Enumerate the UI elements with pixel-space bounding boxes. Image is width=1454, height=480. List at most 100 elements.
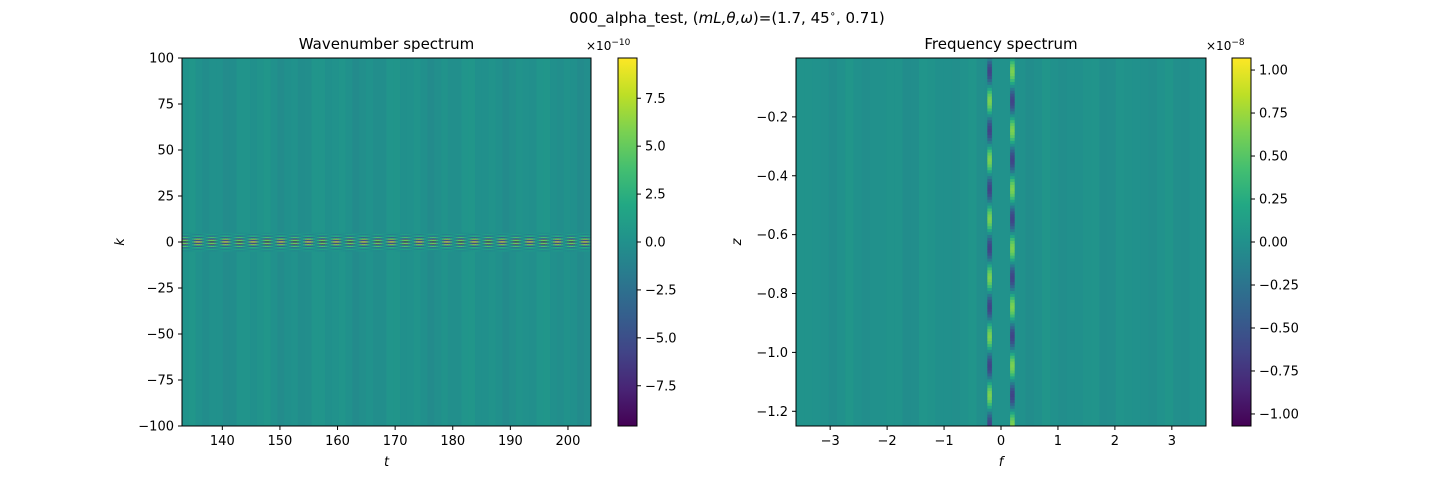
- wavenumber-band-cell: [436, 248, 439, 250]
- wavenumber-band-cell: [389, 241, 393, 243]
- wavenumber-band-cell: [411, 242, 415, 245]
- wavenumber-band-cell: [579, 237, 582, 239]
- frequency-line-cell: [987, 349, 992, 353]
- wavenumber-band-cell: [288, 239, 292, 241]
- wavenumber-band-cell: [323, 240, 326, 242]
- wavenumber-band-cell: [383, 235, 387, 237]
- wavenumber-band-cell: [496, 242, 499, 244]
- wavenumber-band-cell: [272, 249, 276, 251]
- wavenumber-band-cell: [218, 234, 221, 236]
- wavenumber-band-cell: [280, 242, 284, 244]
- wavenumber-band-cell: [460, 240, 463, 242]
- wavenumber-band-cell: [190, 238, 193, 240]
- wavenumber-band-cell: [466, 240, 469, 242]
- wavenumber-band-cell: [446, 233, 449, 236]
- frequency-line-cell: [987, 378, 992, 383]
- frequency-colorbar-exponent: ×10−8: [1206, 38, 1245, 53]
- wavenumber-band-cell: [484, 240, 487, 242]
- wavenumber-band-cell: [194, 247, 197, 249]
- wavenumber-band-cell: [282, 242, 286, 244]
- wavenumber-band-cell: [311, 235, 314, 237]
- wavenumber-band-cell: [542, 243, 546, 246]
- wavenumber-band-cell: [274, 242, 278, 244]
- wavenumber-band-cell: [309, 248, 312, 250]
- wavenumber-band-cell: [290, 242, 294, 244]
- wavenumber-band-cell: [438, 243, 441, 246]
- wavenumber-band-cell: [383, 239, 387, 241]
- wavenumber-band-cell: [190, 241, 193, 243]
- frequency-line-cell: [1010, 264, 1015, 268]
- wavenumber-band-cell: [448, 238, 451, 240]
- wavenumber-band-cell: [349, 249, 352, 251]
- wavenumber-band-cell: [460, 237, 463, 239]
- wavenumber-band-cell: [583, 246, 586, 248]
- wavenumber-band-cell: [573, 234, 576, 236]
- wavenumber-band-cell: [540, 244, 544, 247]
- wavenumber-band-cell: [228, 245, 231, 247]
- wavenumber-band-cell: [554, 239, 558, 241]
- wavenumber-band-cell: [500, 237, 503, 239]
- wavenumber-band-cell: [335, 249, 338, 251]
- wavenumber-band-cell: [238, 237, 241, 239]
- wavenumber-band-cell: [438, 232, 441, 235]
- wavenumber-band-cell: [234, 242, 237, 244]
- wavenumber-band-cell: [325, 238, 328, 240]
- wavenumber-band-cell: [470, 243, 473, 246]
- wavenumber-band-cell: [194, 248, 197, 250]
- wavenumber-band-cell: [371, 241, 374, 243]
- wavenumber-band-cell: [224, 242, 227, 245]
- wavenumber-band-cell: [292, 237, 296, 239]
- wavenumber-band-cell: [254, 245, 257, 247]
- wavenumber-band-cell: [554, 237, 558, 239]
- wavenumber-band-cell: [313, 241, 316, 243]
- wavenumber-band-cell: [462, 241, 465, 243]
- wavenumber-band-cell: [307, 235, 310, 237]
- wavenumber-band-cell: [504, 235, 508, 237]
- wavenumber-band-cell: [421, 235, 425, 237]
- wavenumber-band-cell: [496, 234, 499, 236]
- wavenumber-band-cell: [478, 240, 481, 242]
- wavenumber-band-cell: [216, 233, 219, 236]
- wavenumber-band-cell: [391, 242, 395, 245]
- wavenumber-band-cell: [436, 236, 439, 238]
- wavenumber-band-cell: [266, 237, 270, 239]
- wavenumber-band-cell: [321, 243, 324, 246]
- wavenumber-band-cell: [561, 238, 564, 240]
- wavenumber-band-cell: [546, 234, 550, 236]
- wavenumber-band-cell: [468, 245, 471, 247]
- wavenumber-band-cell: [561, 232, 564, 235]
- wavenumber-band-cell: [550, 241, 554, 243]
- wavenumber-band-cell: [228, 236, 231, 238]
- wavenumber-band-cell: [242, 232, 245, 235]
- wavenumber-xtick-label: 190: [498, 434, 523, 449]
- wavenumber-band-cell: [248, 236, 251, 238]
- wavenumber-band-cell: [474, 245, 477, 247]
- wavenumber-band-cell: [228, 232, 231, 235]
- wavenumber-band-cell: [387, 232, 391, 235]
- wavenumber-band-cell: [228, 234, 231, 236]
- wavenumber-band-cell: [423, 233, 427, 236]
- wavenumber-band-cell: [186, 238, 189, 240]
- wavenumber-band-cell: [371, 237, 374, 239]
- frequency-line-cell: [987, 258, 992, 262]
- wavenumber-band-cell: [343, 238, 346, 240]
- wavenumber-band-cell: [569, 247, 572, 249]
- wavenumber-band-cell: [587, 240, 590, 242]
- wavenumber-band-cell: [210, 233, 213, 236]
- wavenumber-band-cell: [220, 240, 223, 242]
- wavenumber-band-cell: [278, 245, 282, 247]
- wavenumber-band-cell: [589, 242, 591, 245]
- wavenumber-band-cell: [427, 250, 431, 252]
- wavenumber-band-cell: [506, 237, 510, 239]
- wavenumber-band-cell: [526, 248, 530, 250]
- wavenumber-band-cell: [198, 243, 201, 246]
- wavenumber-band-cell: [528, 233, 532, 236]
- wavenumber-band-cell: [488, 248, 491, 250]
- wavenumber-band-cell: [361, 245, 364, 247]
- wavenumber-band-cell: [452, 248, 455, 250]
- wavenumber-band-cell: [252, 246, 255, 248]
- frequency-background-column: [845, 58, 854, 426]
- wavenumber-band-cell: [375, 235, 378, 237]
- wavenumber-band-cell: [335, 235, 338, 237]
- wavenumber-band-cell: [329, 242, 332, 245]
